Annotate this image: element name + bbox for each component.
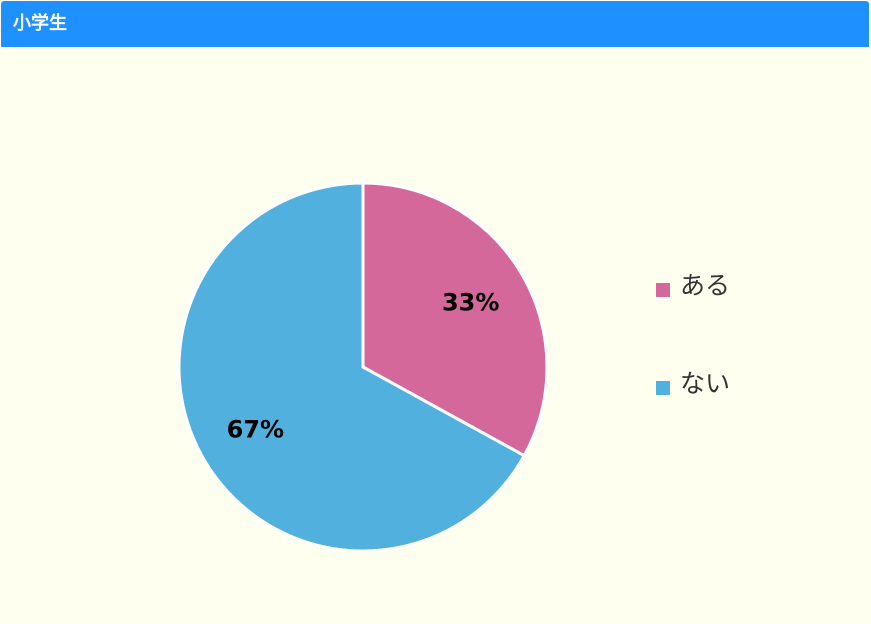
data-label: 33% xyxy=(442,288,499,316)
legend-label: ある xyxy=(680,271,730,300)
pie-slice xyxy=(361,181,549,458)
legend-label: ない xyxy=(680,369,730,398)
pie-slice xyxy=(177,181,527,553)
legend-swatch xyxy=(656,381,670,395)
data-label: 67% xyxy=(227,416,284,444)
legend-swatch xyxy=(656,283,670,297)
chart-title: 小学生 xyxy=(1,1,869,47)
